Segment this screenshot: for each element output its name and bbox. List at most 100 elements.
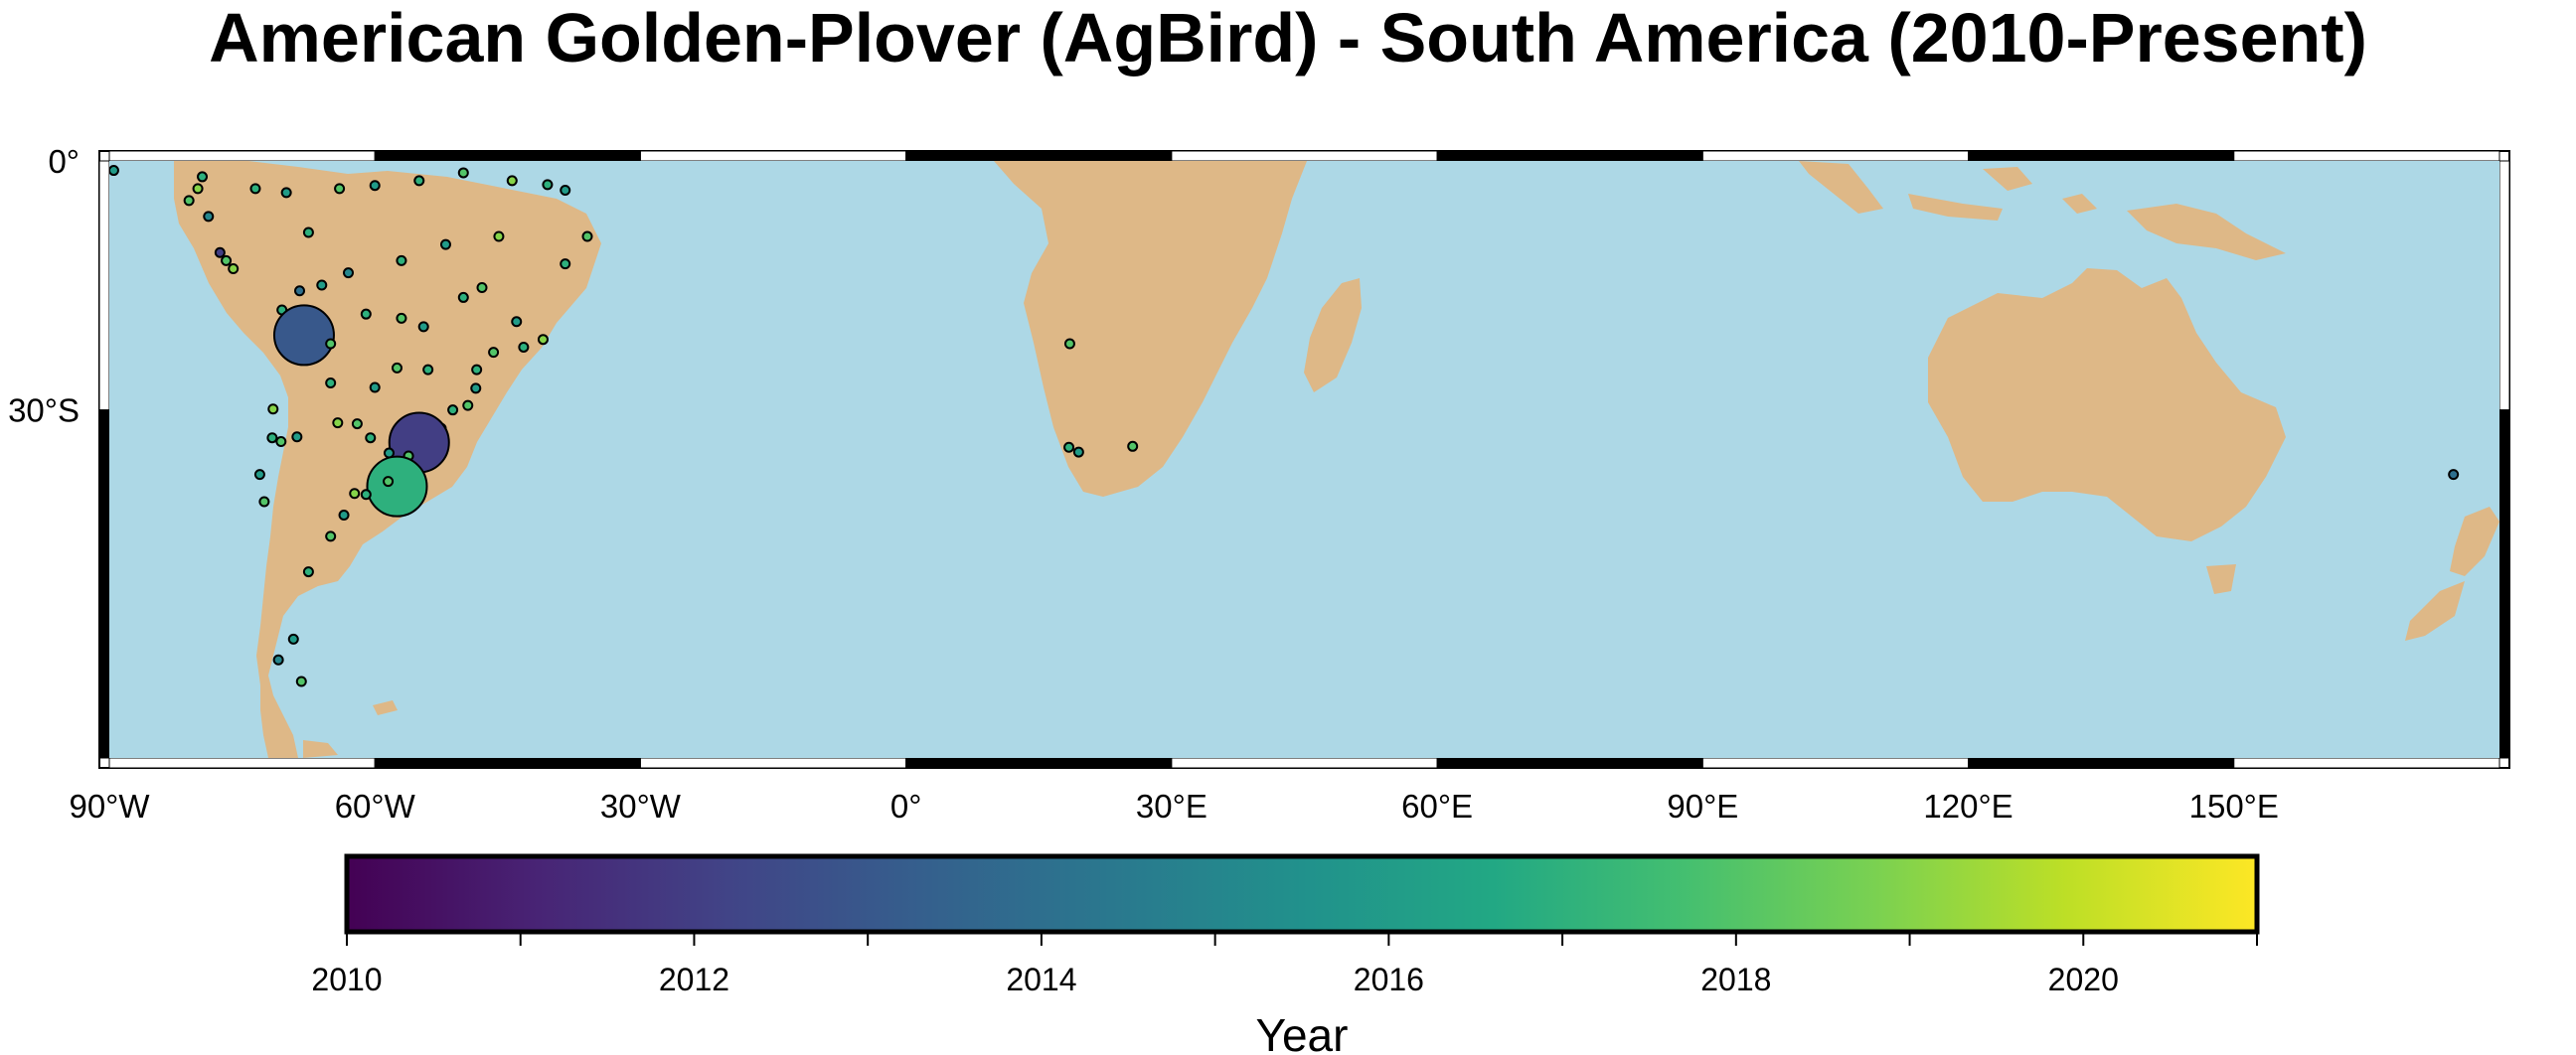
colorbar-tick-label: 2020 (2048, 962, 2119, 997)
observation-point (249, 183, 261, 195)
observation-point (537, 334, 549, 346)
y-tick-label: 0° (48, 143, 80, 180)
colorbar-tick-label: 2010 (311, 962, 382, 997)
frame-segment-left (98, 409, 110, 759)
observation-point (439, 238, 451, 250)
observation-point (109, 165, 119, 177)
observation-point (369, 381, 381, 393)
x-tick-label: 90°E (1667, 788, 1738, 825)
observation-point (197, 171, 209, 183)
observation-point (253, 469, 265, 481)
colorbar-tick-label: 2016 (1354, 962, 1424, 997)
observation-point (214, 246, 226, 258)
indonesia-islands (1799, 161, 2097, 221)
observation-point (471, 364, 483, 376)
observation-point (280, 187, 292, 199)
frame-segment-top (1968, 150, 2235, 162)
observation-point (542, 179, 554, 191)
observation-point (343, 267, 354, 279)
observation-point (369, 180, 381, 192)
frame-segment-top (108, 150, 376, 162)
observation-point (560, 184, 571, 196)
colorbar-tick-label: 2018 (1700, 962, 1771, 997)
madagascar (1304, 278, 1362, 392)
frame-segment-bottom (108, 757, 376, 769)
africa-landmass (994, 161, 1307, 497)
observation-point (493, 230, 505, 242)
observation-point (1063, 338, 1075, 350)
tierra-del-fuego (303, 740, 338, 758)
observation-point (511, 316, 523, 328)
observation-point (302, 226, 314, 238)
australia-landmass (1928, 268, 2286, 541)
observation-point (366, 455, 428, 518)
observation-point (272, 304, 335, 367)
observation-point (476, 281, 488, 293)
observation-point (422, 364, 434, 376)
observation-point (221, 254, 233, 266)
observation-point (2448, 469, 2460, 481)
observation-point (338, 510, 350, 522)
colorbar-bar (344, 853, 2260, 935)
frame-segment-bottom (374, 757, 641, 769)
observation-point (302, 566, 314, 578)
observation-point (560, 258, 571, 270)
observation-point (365, 432, 377, 444)
observation-point (258, 496, 270, 508)
observation-point (1072, 446, 1084, 458)
frame-segment-bottom (905, 757, 1173, 769)
observation-point (272, 654, 284, 666)
observation-point (266, 432, 278, 444)
observation-point (447, 404, 459, 416)
x-tick-label: 150°E (2189, 788, 2279, 825)
observation-point (334, 183, 346, 195)
tasmania (2206, 564, 2236, 594)
x-tick-label: 30°E (1136, 788, 1208, 825)
observation-point (203, 211, 215, 223)
colorbar-tick-label: 2012 (659, 962, 729, 997)
observation-point (360, 308, 372, 320)
observation-point (1127, 440, 1139, 452)
colorbar-tick-label: 2014 (1006, 962, 1076, 997)
x-tick-label: 90°W (69, 788, 150, 825)
x-tick-label: 0° (890, 788, 922, 825)
observation-point (506, 175, 518, 187)
observation-point (396, 254, 407, 266)
observation-point (351, 418, 363, 430)
observation-point (391, 362, 402, 374)
observation-point (325, 530, 337, 542)
falklands (373, 700, 398, 715)
x-tick-label: 60°E (1401, 788, 1473, 825)
observation-point (325, 338, 337, 350)
observation-point (413, 175, 425, 187)
observation-point (316, 279, 328, 291)
observation-point (325, 377, 337, 388)
frame-segment-top (1171, 150, 1438, 162)
new-guinea (2127, 204, 2286, 260)
observation-point (462, 399, 474, 411)
frame-segment-right (2498, 160, 2510, 411)
x-tick-label: 120°E (1923, 788, 2012, 825)
new-zealand (2405, 507, 2499, 641)
observation-point (581, 230, 593, 242)
observation-point (349, 488, 361, 500)
observation-point (396, 312, 407, 324)
map-title: American Golden-Plover (AgBird) - South … (209, 0, 2367, 76)
observation-point (457, 291, 469, 303)
observation-point (470, 382, 482, 394)
observation-point (518, 341, 530, 353)
x-tick-label: 60°W (335, 788, 416, 825)
observation-point (267, 403, 279, 415)
observation-point (287, 633, 299, 645)
frame-segment-bottom (1436, 757, 1703, 769)
observation-point (294, 285, 306, 297)
frame-segment-right (2498, 409, 2510, 759)
frame-segment-bottom (1968, 757, 2235, 769)
colorbar-title: Year (1256, 1009, 1349, 1055)
colorbar: 2010 2012 2014 2016 2018 2020 Year (311, 853, 2260, 1055)
x-tick-label: 30°W (600, 788, 682, 825)
frame-segment-bottom (1171, 757, 1438, 769)
frame-segment-bottom (2233, 757, 2500, 769)
observation-points (109, 165, 2460, 687)
